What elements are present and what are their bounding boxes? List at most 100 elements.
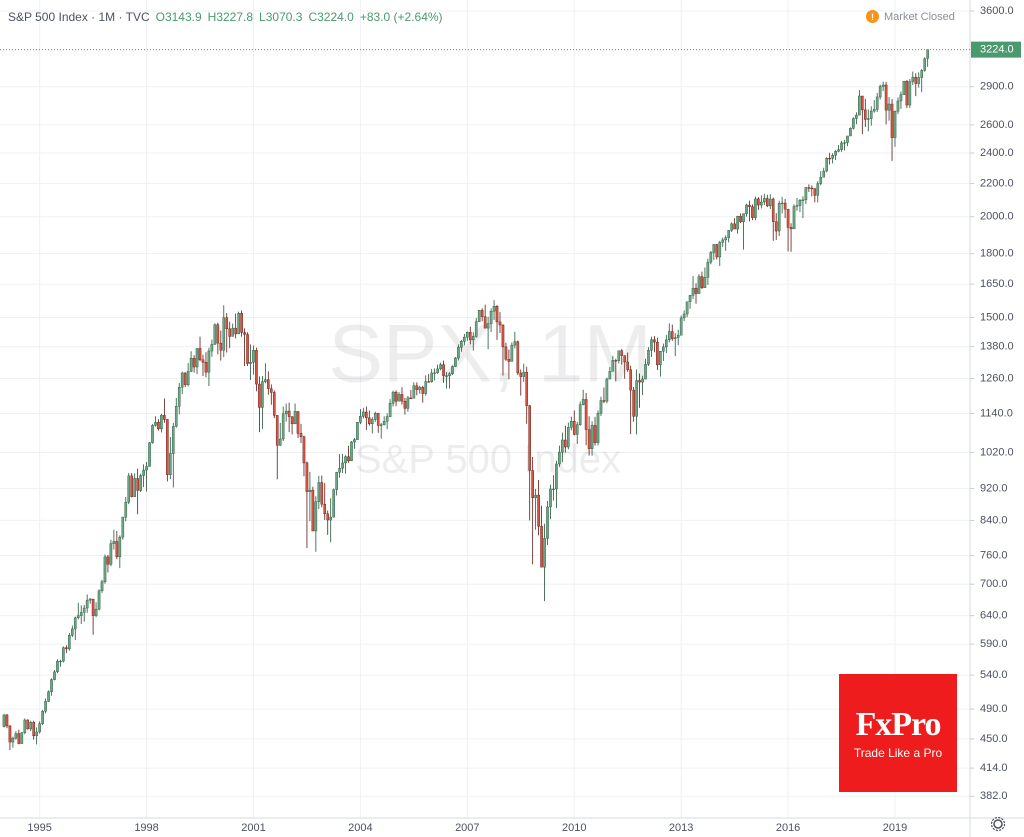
- candle-body: [474, 321, 478, 337]
- candle-body: [670, 331, 674, 339]
- candle-body: [130, 475, 134, 497]
- candle-body: [635, 380, 638, 417]
- candle-body: [299, 433, 303, 437]
- candle-body: [887, 103, 891, 111]
- candle-body: [305, 462, 309, 492]
- candle-body: [724, 237, 728, 241]
- candle-body: [843, 142, 846, 144]
- candle-body: [353, 439, 356, 443]
- candle-body: [855, 114, 858, 119]
- candle-body: [409, 397, 413, 399]
- y-tick-label: 1020.0: [980, 446, 1014, 458]
- x-tick-label: 1995: [27, 822, 51, 834]
- candle-body: [370, 419, 374, 425]
- candle-body: [421, 387, 425, 394]
- candle-body: [50, 679, 53, 692]
- candle-body: [397, 394, 401, 402]
- candle-body: [332, 489, 335, 518]
- candle-body: [561, 439, 564, 453]
- candle-body: [516, 341, 520, 374]
- candle-body: [400, 394, 404, 402]
- candle-body: [222, 317, 226, 351]
- price-label: 3224.0: [980, 44, 1014, 56]
- candle-body: [834, 150, 837, 156]
- candle-body: [284, 410, 288, 415]
- candle-body: [596, 413, 600, 443]
- legend-header: S&P 500 Index · 1M · TVC O3143.9 H3227.8…: [8, 10, 443, 24]
- candle-body: [739, 216, 742, 222]
- high-value: H3227.8: [207, 10, 254, 24]
- candle-body: [368, 417, 371, 425]
- candle-body: [471, 336, 475, 341]
- y-tick-label: 2000.0: [980, 211, 1014, 223]
- low-value: L3070.3: [259, 10, 303, 24]
- settings-icon[interactable]: [990, 816, 1006, 832]
- candle-body: [896, 100, 900, 112]
- candle-body: [789, 227, 793, 230]
- candle-body: [792, 206, 796, 230]
- y-tick-label: 1380.0: [980, 341, 1014, 353]
- x-tick-label: 2010: [562, 822, 586, 834]
- candle-body: [682, 313, 686, 319]
- candle-body: [258, 383, 261, 408]
- candle-body: [308, 489, 312, 492]
- candle-body: [501, 324, 505, 348]
- candle-body: [124, 501, 128, 518]
- candle-body: [278, 438, 282, 446]
- candle-body: [382, 421, 386, 425]
- y-tick-label: 1800.0: [980, 248, 1014, 260]
- candle-body: [780, 202, 784, 205]
- candle-body: [302, 436, 306, 464]
- candle-body: [498, 321, 502, 326]
- candle-body: [629, 369, 632, 391]
- candle-body: [602, 400, 606, 402]
- candle-body: [246, 334, 249, 364]
- candle-body: [11, 737, 15, 743]
- candle-body: [480, 310, 484, 317]
- candle-body: [320, 482, 324, 505]
- candle-body: [531, 470, 534, 499]
- candle-body: [626, 361, 629, 370]
- y-tick-label: 1650.0: [980, 278, 1014, 290]
- candle-body: [653, 339, 656, 343]
- candle-body: [513, 341, 517, 346]
- candle-body: [905, 80, 909, 106]
- y-tick-label: 382.0: [980, 790, 1008, 802]
- candle-body: [127, 475, 131, 503]
- candle-body: [424, 381, 428, 394]
- candle-body: [543, 538, 546, 568]
- candle-body: [112, 541, 116, 544]
- candle-body: [296, 411, 300, 434]
- candle-body: [890, 103, 894, 138]
- close-value: C3224.0: [308, 10, 354, 24]
- candle-body: [62, 647, 65, 662]
- candle-body: [133, 478, 136, 497]
- candle-body: [418, 387, 422, 390]
- market-status[interactable]: ! Market Closed: [866, 10, 955, 23]
- y-tick-label: 590.0: [980, 638, 1008, 650]
- candle-body: [569, 421, 573, 428]
- candle-body: [23, 719, 27, 733]
- candle-body: [356, 422, 359, 440]
- symbol-title: S&P 500 Index · 1M · TVC: [8, 10, 150, 24]
- candle-body: [549, 488, 552, 508]
- candle-body: [522, 371, 526, 377]
- candle-body: [751, 206, 754, 218]
- candle-body: [837, 149, 840, 152]
- candle-body: [742, 213, 745, 222]
- candle-body: [344, 456, 347, 464]
- candle-body: [234, 327, 237, 335]
- watermark-symbol: SPX, 1M: [328, 309, 652, 400]
- candle-body: [745, 204, 748, 214]
- candle-body: [341, 462, 344, 469]
- candle-body: [281, 413, 285, 440]
- candle-body: [861, 95, 864, 111]
- candle-body: [293, 411, 297, 425]
- y-tick-label: 640.0: [980, 610, 1008, 622]
- y-tick-label: 1140.0: [980, 407, 1013, 419]
- candle-body: [638, 380, 641, 383]
- candle-body: [406, 397, 410, 409]
- candle-body: [763, 198, 766, 203]
- candle-body: [875, 96, 879, 110]
- x-tick-label: 2004: [348, 822, 372, 834]
